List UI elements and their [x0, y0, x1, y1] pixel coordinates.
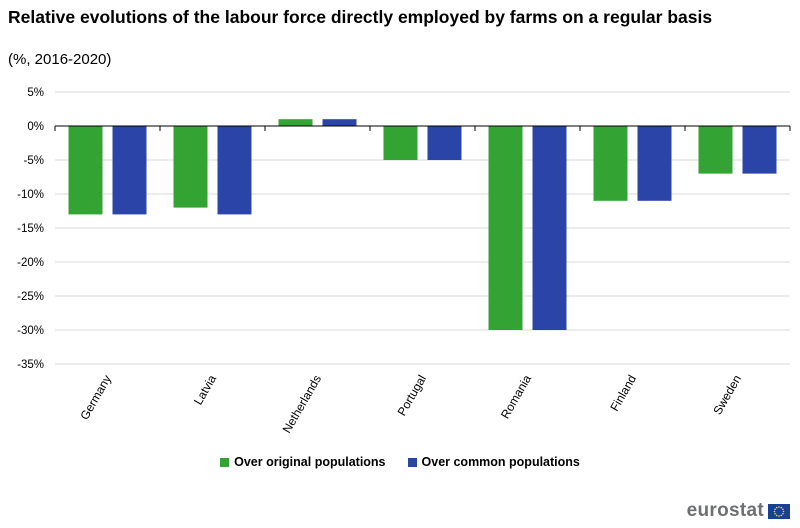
bar-common	[322, 119, 357, 126]
x-tick-label: Portugal	[395, 373, 429, 419]
y-tick-label: -20%	[17, 257, 44, 269]
chart-title: Relative evolutions of the labour force …	[8, 7, 713, 27]
bar-common	[112, 126, 147, 215]
x-tick-label: Finland	[607, 373, 639, 414]
legend-item-common: Over common populations	[407, 455, 580, 469]
bar-original	[698, 126, 733, 174]
y-tick-label: -30%	[17, 325, 44, 337]
bar-common	[427, 126, 462, 160]
x-tick-label: Sweden	[710, 373, 744, 418]
bar-original	[383, 126, 418, 160]
eurostat-logo: eurostat	[687, 500, 790, 522]
y-tick-label: -35%	[17, 359, 44, 371]
legend-swatch-original	[220, 457, 230, 467]
x-tick-label: Latvia	[191, 372, 219, 407]
bar-original	[68, 126, 103, 215]
eu-flag-icon	[768, 503, 790, 519]
legend-swatch-common	[407, 457, 417, 467]
bar-original	[488, 126, 523, 330]
bar-original	[593, 126, 628, 201]
x-tick-label: Romania	[498, 372, 534, 421]
y-tick-label: -5%	[24, 155, 44, 167]
bar-common	[532, 126, 567, 330]
x-tick-label: Germany	[77, 373, 114, 423]
legend-label-original: Over original populations	[234, 455, 386, 469]
bar-common	[742, 126, 777, 174]
eurostat-logo-text: eurostat	[686, 500, 764, 521]
x-tick-label: Netherlands	[280, 373, 324, 436]
legend-item-original: Over original populations	[220, 455, 386, 469]
bar-original	[278, 119, 313, 126]
y-tick-label: 0%	[27, 121, 44, 133]
bar-common	[217, 126, 252, 215]
y-tick-label: 5%	[27, 87, 44, 99]
y-tick-label: -15%	[17, 223, 44, 235]
y-tick-label: -10%	[17, 189, 44, 201]
chart-subtitle: (%, 2016-2020)	[8, 51, 112, 68]
bar-original	[173, 126, 208, 208]
y-tick-label: -25%	[17, 291, 44, 303]
chart-legend: Over original populations Over common po…	[0, 455, 800, 469]
legend-label-common: Over common populations	[421, 455, 580, 469]
bar-common	[637, 126, 672, 201]
